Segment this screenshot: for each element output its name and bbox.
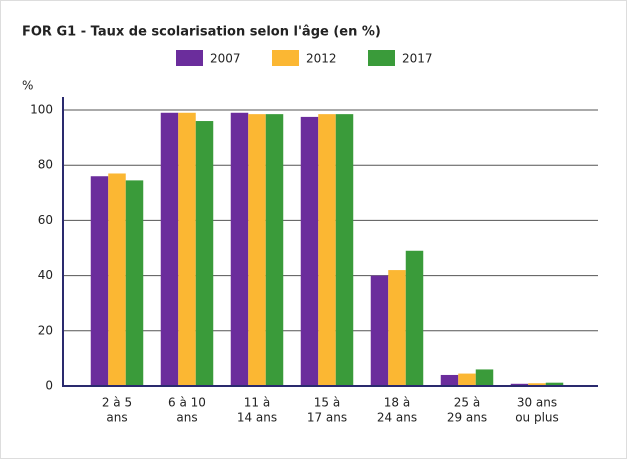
x-tick-label: ans (106, 411, 127, 425)
bar (335, 114, 354, 386)
bar (440, 374, 459, 386)
legend-swatch (176, 50, 203, 66)
y-tick-label: 60 (38, 213, 53, 227)
bar (458, 373, 476, 386)
y-tick-label: 20 (38, 323, 53, 337)
x-tick-label: 2 à 5 (102, 396, 132, 410)
y-tick-label: 0 (45, 379, 53, 393)
chart-title: FOR G1 - Taux de scolarisation selon l'â… (22, 25, 381, 40)
legend-label: 2017 (402, 52, 433, 66)
x-tick-label: 30 ans (517, 396, 557, 410)
bar (545, 382, 564, 386)
x-tick-label: 15 à (314, 396, 340, 410)
x-tick-label: ou plus (515, 411, 559, 425)
x-tick-label: 25 à (454, 396, 480, 410)
x-tick-label: ans (176, 411, 197, 425)
y-axis-label: % (22, 79, 33, 93)
bar (265, 114, 284, 386)
bar (248, 114, 266, 386)
legend-swatch (368, 50, 395, 66)
bar (388, 270, 406, 386)
bar (510, 383, 529, 386)
y-tick-label: 100 (30, 103, 53, 117)
bar (90, 176, 109, 386)
legend-label: 2012 (306, 52, 337, 66)
bar (318, 114, 336, 386)
bar (178, 112, 196, 386)
y-tick-label: 40 (38, 268, 53, 282)
x-tick-label: 6 à 10 (168, 396, 206, 410)
bar (230, 112, 249, 386)
bar (370, 275, 389, 386)
x-tick-label: 11 à (244, 396, 270, 410)
bar (125, 180, 144, 386)
bar (195, 121, 214, 386)
x-tick-label: 24 ans (377, 411, 417, 425)
bar (108, 173, 126, 386)
bar (475, 369, 494, 386)
y-tick-label: 80 (38, 158, 53, 172)
bar (300, 116, 319, 387)
x-tick-label: 18 à (384, 396, 410, 410)
legend-swatch (272, 50, 299, 66)
bar (528, 383, 546, 386)
x-tick-label: 17 ans (307, 411, 347, 425)
x-tick-label: 14 ans (237, 411, 277, 425)
x-tick-label: 29 ans (447, 411, 487, 425)
bar (405, 250, 424, 386)
bar (160, 112, 179, 386)
legend-label: 2007 (210, 52, 241, 66)
